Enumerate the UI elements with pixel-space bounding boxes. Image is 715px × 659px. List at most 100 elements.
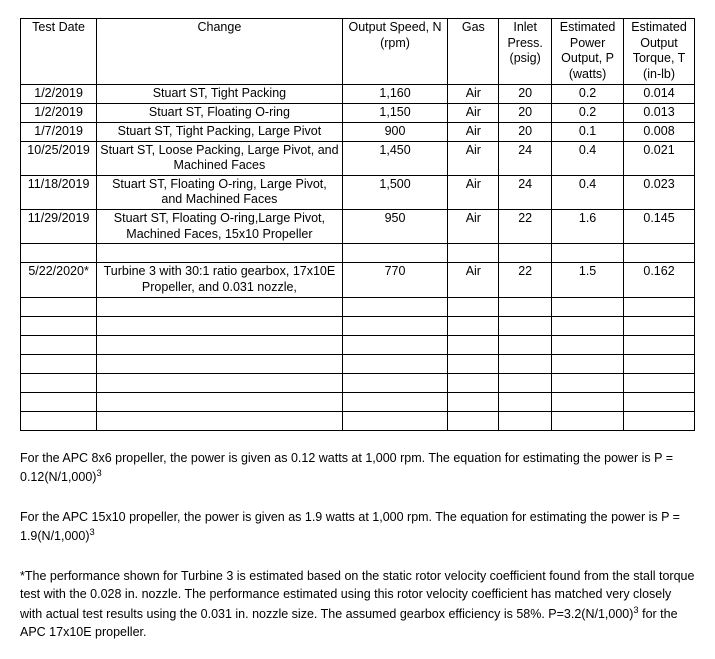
cell-gas: Air [448,210,499,244]
results-table: Test Date Change Output Speed, N (rpm) G… [20,18,695,431]
table-row: 1/2/2019Stuart ST, Tight Packing1,160Air… [21,84,695,103]
cell-torque: 0.008 [624,122,695,141]
cell-date: 1/7/2019 [21,122,97,141]
cell-change [97,316,342,335]
cell-torque [624,316,695,335]
cell-press: 20 [499,103,552,122]
cell-speed [342,411,448,430]
table-row: 1/2/2019Stuart ST, Floating O-ring1,150A… [21,103,695,122]
table-row [21,373,695,392]
cell-torque [624,354,695,373]
header-row: Test Date Change Output Speed, N (rpm) G… [21,19,695,85]
cell-date [21,297,97,316]
table-row: 1/7/2019Stuart ST, Tight Packing, Large … [21,122,695,141]
cell-power: 1.6 [552,210,624,244]
note-turbine3-text-a: *The performance shown for Turbine 3 is … [20,569,694,620]
cell-change [97,335,342,354]
note-8x6-text: For the APC 8x6 propeller, the power is … [20,451,673,484]
col-gas: Gas [448,19,499,85]
cell-speed: 770 [342,263,448,297]
cell-change [97,244,342,263]
cell-gas [448,373,499,392]
cell-torque [624,335,695,354]
cell-power [552,316,624,335]
cell-gas: Air [448,263,499,297]
cell-press: 24 [499,175,552,209]
note-8x6: For the APC 8x6 propeller, the power is … [20,449,695,486]
table-row [21,244,695,263]
cell-torque [624,244,695,263]
note-15x10: For the APC 15x10 propeller, the power i… [20,508,695,545]
cell-press [499,354,552,373]
cell-gas [448,392,499,411]
cell-torque: 0.145 [624,210,695,244]
cell-press: 24 [499,141,552,175]
col-change: Change [97,19,342,85]
cell-press [499,316,552,335]
col-torque: Estimated Output Torque, T (in-lb) [624,19,695,85]
notes-section: For the APC 8x6 propeller, the power is … [20,449,695,641]
cell-press: 20 [499,122,552,141]
cell-power [552,392,624,411]
cell-change: Stuart ST, Tight Packing, Large Pivot [97,122,342,141]
col-power: Estimated Power Output, P (watts) [552,19,624,85]
cell-change: Stuart ST, Floating O-ring, Large Pivot,… [97,175,342,209]
cell-torque [624,297,695,316]
table-row [21,335,695,354]
cell-power: 1.5 [552,263,624,297]
cell-press [499,244,552,263]
cell-speed [342,373,448,392]
cell-gas [448,354,499,373]
table-row: 11/18/2019Stuart ST, Floating O-ring, La… [21,175,695,209]
cell-press [499,297,552,316]
cell-torque [624,411,695,430]
cell-power [552,411,624,430]
table-row: 11/29/2019Stuart ST, Floating O-ring,Lar… [21,210,695,244]
cell-power: 0.1 [552,122,624,141]
cell-press [499,411,552,430]
cell-change [97,354,342,373]
cell-power: 0.2 [552,103,624,122]
cell-date [21,244,97,263]
cell-power [552,373,624,392]
cell-torque: 0.021 [624,141,695,175]
table-row [21,297,695,316]
cell-date [21,316,97,335]
table-row: 10/25/2019Stuart ST, Loose Packing, Larg… [21,141,695,175]
cell-press: 20 [499,84,552,103]
note-15x10-text: For the APC 15x10 propeller, the power i… [20,510,680,543]
cell-speed: 1,150 [342,103,448,122]
cell-torque: 0.013 [624,103,695,122]
cell-speed [342,392,448,411]
cell-change: Stuart ST, Floating O-ring [97,103,342,122]
cell-gas [448,316,499,335]
cell-change: Stuart ST, Floating O-ring,Large Pivot, … [97,210,342,244]
cell-date [21,373,97,392]
cell-date [21,354,97,373]
cell-gas: Air [448,122,499,141]
cell-date: 11/18/2019 [21,175,97,209]
cell-date: 10/25/2019 [21,141,97,175]
table-row [21,392,695,411]
cell-speed [342,354,448,373]
cell-press: 22 [499,210,552,244]
cell-speed: 1,450 [342,141,448,175]
cell-date [21,335,97,354]
cell-change: Stuart ST, Loose Packing, Large Pivot, a… [97,141,342,175]
cell-power: 0.4 [552,175,624,209]
cell-date: 1/2/2019 [21,84,97,103]
cell-speed: 950 [342,210,448,244]
cell-speed: 900 [342,122,448,141]
cell-gas [448,411,499,430]
table-row [21,316,695,335]
col-press: Inlet Press. (psig) [499,19,552,85]
cell-power [552,335,624,354]
cell-change [97,392,342,411]
cell-date: 11/29/2019 [21,210,97,244]
cell-gas [448,244,499,263]
cell-torque: 0.162 [624,263,695,297]
cell-date: 5/22/2020* [21,263,97,297]
cell-torque [624,373,695,392]
cell-gas: Air [448,103,499,122]
cell-change: Stuart ST, Tight Packing [97,84,342,103]
